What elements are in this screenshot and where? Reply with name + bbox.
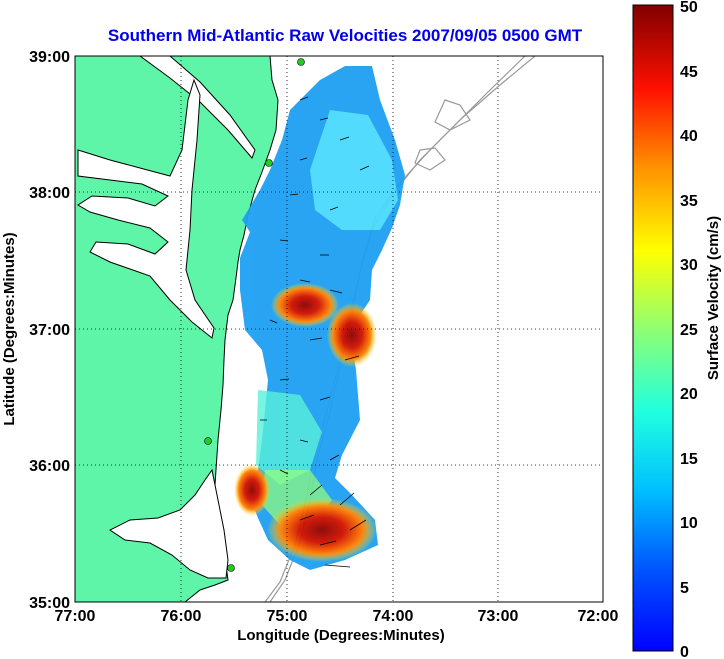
x-axis: 77:00 76:00 75:00 74:00 73:00 72:00 Long… bbox=[55, 608, 619, 644]
x-tick-label: 73:00 bbox=[478, 608, 519, 625]
y-tick-label: 39:00 bbox=[29, 49, 70, 66]
x-tick-label: 76:00 bbox=[161, 608, 202, 625]
radar-site-3 bbox=[204, 437, 212, 445]
y-tick-label: 35:00 bbox=[29, 595, 70, 612]
velocity-vectors bbox=[260, 96, 370, 568]
grid-lines bbox=[75, 56, 603, 602]
radar-site-2 bbox=[265, 159, 273, 167]
colorbar-tick-label: 0 bbox=[680, 644, 689, 659]
coastline-land bbox=[75, 56, 279, 602]
y-tick-label: 37:00 bbox=[29, 322, 70, 339]
colorbar: 50 45 40 35 30 25 20 15 10 5 0 Surface V… bbox=[632, 0, 722, 659]
y-tick-label: 38:00 bbox=[29, 185, 70, 202]
colorbar-tick-label: 45 bbox=[680, 64, 698, 81]
colorbar-tick-label: 25 bbox=[680, 322, 698, 339]
y-axis: 39:00 38:00 37:00 36:00 35:00 Latitude (… bbox=[1, 49, 70, 612]
radar-site-markers bbox=[204, 58, 305, 572]
x-tick-label: 77:00 bbox=[55, 608, 96, 625]
colorbar-tick-label: 15 bbox=[680, 451, 698, 468]
colorbar-tick-label: 35 bbox=[680, 193, 698, 210]
colorbar-tick-label: 5 bbox=[680, 580, 689, 597]
chart-title: Southern Mid-Atlantic Raw Velocities 200… bbox=[108, 26, 583, 45]
chesapeake-bay bbox=[77, 78, 215, 339]
x-tick-label: 74:00 bbox=[373, 608, 414, 625]
x-axis-label: Longitude (Degrees:Minutes) bbox=[237, 627, 445, 644]
y-axis-label: Latitude (Degrees:Minutes) bbox=[1, 232, 18, 425]
x-tick-label: 75:00 bbox=[267, 608, 308, 625]
radar-site-4 bbox=[227, 564, 235, 572]
y-tick-label: 36:00 bbox=[29, 458, 70, 475]
colorbar-tick-label: 10 bbox=[680, 515, 698, 532]
colorbar-tick-label: 50 bbox=[680, 0, 698, 16]
x-tick-label: 72:00 bbox=[578, 608, 619, 625]
plot-area bbox=[74, 55, 604, 603]
colorbar-tick-label: 30 bbox=[680, 257, 698, 274]
radar-site-1 bbox=[297, 58, 305, 66]
colorbar-tick-label: 40 bbox=[680, 128, 698, 145]
delaware-bay bbox=[139, 56, 256, 159]
colorbar-label: Surface Velocity (cm/s) bbox=[705, 216, 722, 380]
pamlico-sound bbox=[109, 468, 229, 579]
colorbar-gradient bbox=[632, 4, 674, 652]
colorbar-tick-label: 20 bbox=[680, 386, 698, 403]
plot-frame bbox=[74, 55, 604, 603]
